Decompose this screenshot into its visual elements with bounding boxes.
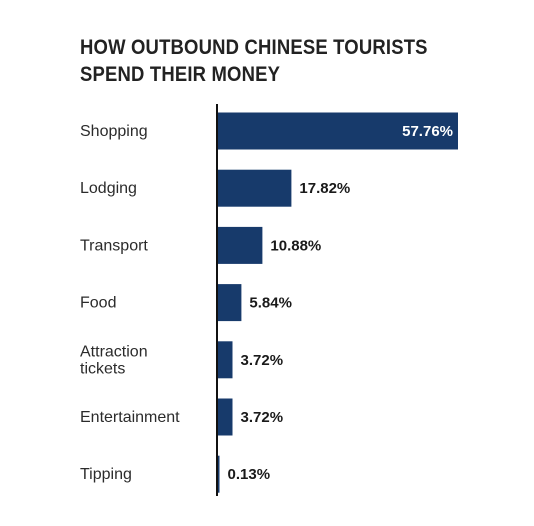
category-label-0: Shopping [80,123,148,140]
category-label-4-line-0: Attraction [80,343,148,360]
bar-2 [217,226,263,264]
value-label-4: 3.72% [241,352,284,369]
chart-title: HOW OUTBOUND CHINESE TOURISTS SPEND THEI… [80,34,428,88]
category-label-6: Tipping [80,466,132,483]
category-label-2: Transport [80,237,148,254]
value-label-6: 0.13% [228,466,271,483]
bar-3 [217,284,242,322]
bar-4 [217,341,233,379]
bar-5 [217,398,233,436]
chart-title-line-1: HOW OUTBOUND CHINESE TOURISTS [80,36,428,59]
bar-0 [217,112,458,150]
value-label-5: 3.72% [241,409,284,426]
value-label-0: 57.76% [402,123,453,140]
category-label-1: Lodging [80,180,137,197]
category-label-4-line-1: tickets [80,360,125,377]
chart-title-line-2: SPEND THEIR MONEY [80,63,281,86]
bar-1 [217,169,292,207]
value-label-3: 5.84% [249,295,292,312]
bar-6 [217,455,220,493]
category-label-5: Entertainment [80,409,180,426]
value-label-2: 10.88% [270,237,321,254]
category-label-3: Food [80,295,116,312]
value-label-1: 17.82% [299,180,350,197]
